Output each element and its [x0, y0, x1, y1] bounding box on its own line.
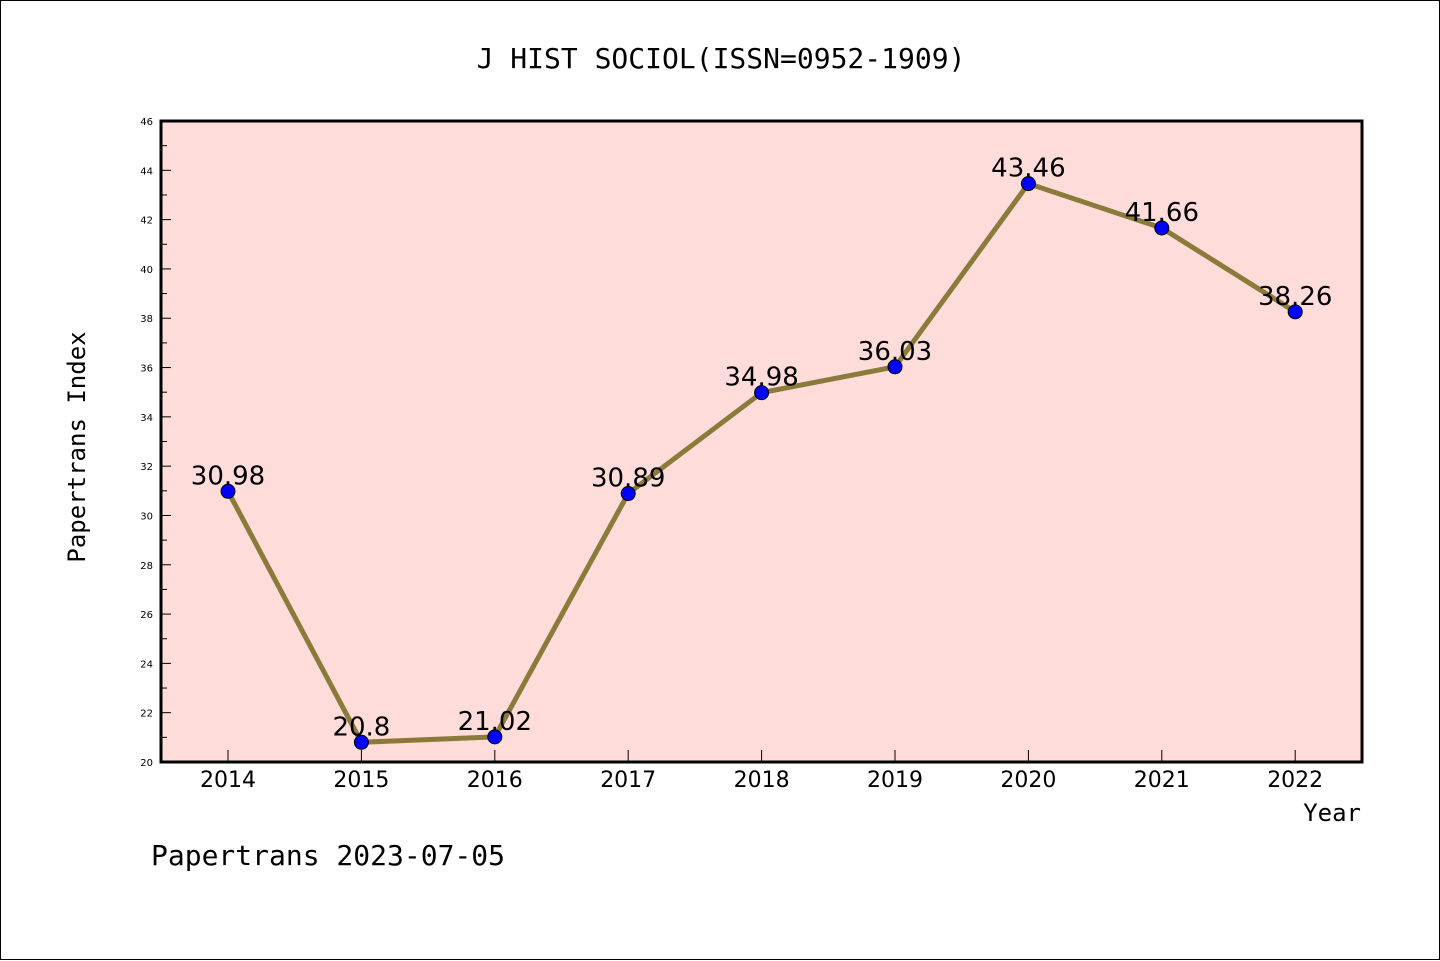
data-point-marker [754, 385, 770, 401]
data-point-marker [1154, 220, 1170, 236]
y-tick-label: 38 [140, 314, 153, 325]
y-axis-ticks: 20 22 24 26 28 30 32 34 36 38 40 42 44 46 [140, 117, 171, 769]
y-tick-label: 32 [140, 462, 153, 473]
data-point-marker [887, 359, 903, 375]
x-tick-label: 2015 [333, 768, 389, 793]
data-point-marker [487, 729, 503, 745]
data-point-label: 30.98 [191, 461, 265, 491]
data-point-marker [353, 734, 369, 750]
y-tick-label: 40 [140, 265, 153, 276]
data-point-label: 21.02 [458, 707, 532, 737]
x-tick-label: 2022 [1267, 768, 1323, 793]
y-tick-label: 34 [140, 413, 153, 424]
y-tick-label: 46 [140, 117, 153, 128]
x-tick-label: 2020 [1000, 768, 1056, 793]
data-point-marker [220, 483, 236, 499]
y-axis-title: Papertrans Index [63, 331, 91, 562]
data-point-marker [1287, 304, 1303, 320]
data-point-label: 34.98 [724, 363, 798, 393]
data-point-label: 20.8 [332, 712, 390, 742]
footer-watermark-text: Papertrans 2023-07-05 [151, 839, 505, 872]
x-tick-label: 2017 [600, 768, 656, 793]
data-point-label: 36.03 [858, 337, 932, 367]
y-tick-label: 28 [140, 561, 153, 572]
chart-title: J HIST SOCIOL(ISSN=0952-1909) [477, 42, 966, 75]
y-tick-label: 44 [140, 166, 153, 177]
x-axis-ticks: 2014 2015 2016 2017 2018 2019 2020 2021 2022 [200, 750, 1323, 793]
y-tick-label: 42 [140, 216, 153, 227]
y-tick-label: 24 [140, 659, 153, 670]
x-tick-label: 2016 [467, 768, 523, 793]
data-point-label: 38.26 [1258, 282, 1332, 312]
y-tick-label: 22 [140, 709, 153, 720]
data-markers [220, 176, 1303, 750]
data-point-label: 30.89 [591, 464, 665, 494]
data-point-marker [620, 486, 636, 502]
data-labels: 30.98 20.8 21.02 30.89 34.98 36.03 43.46 41.66 3… [191, 154, 1333, 743]
y-tick-label: 30 [140, 511, 153, 522]
x-tick-label: 2018 [734, 768, 790, 793]
y-tick-label: 26 [140, 610, 153, 621]
data-point-label: 41.66 [1125, 198, 1199, 228]
y-tick-label: 36 [140, 364, 153, 375]
y-tick-label: 20 [140, 758, 153, 769]
data-point-marker [1020, 176, 1036, 192]
x-tick-label: 2014 [200, 768, 256, 793]
x-tick-label: 2021 [1134, 768, 1190, 793]
x-axis-title: Year [1303, 799, 1361, 827]
data-point-label: 43.46 [991, 154, 1065, 184]
x-tick-label: 2019 [867, 768, 923, 793]
